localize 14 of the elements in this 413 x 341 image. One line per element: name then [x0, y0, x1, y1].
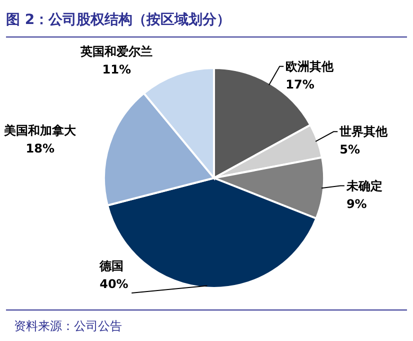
slice-label: 世界其他	[338, 124, 389, 139]
slice-label: 美国和加拿大	[3, 123, 78, 138]
slice-label: 英国和爱尔兰	[80, 44, 153, 58]
data-label: 11%	[102, 62, 132, 76]
data-label: 9%	[346, 196, 367, 211]
slice-label: 德国	[98, 259, 124, 273]
data-label: 17%	[286, 77, 314, 92]
text: 资料来源：公司公告	[14, 319, 122, 333]
slice-label: 未确定	[345, 178, 382, 193]
data-label: 40%	[100, 277, 128, 291]
chart-title: 图 2：公司股权结构（按区域划分）	[6, 12, 231, 28]
data-label: 18%	[26, 141, 54, 156]
slice-label: 欧洲其他	[286, 59, 335, 74]
data-label: 5%	[340, 142, 360, 157]
